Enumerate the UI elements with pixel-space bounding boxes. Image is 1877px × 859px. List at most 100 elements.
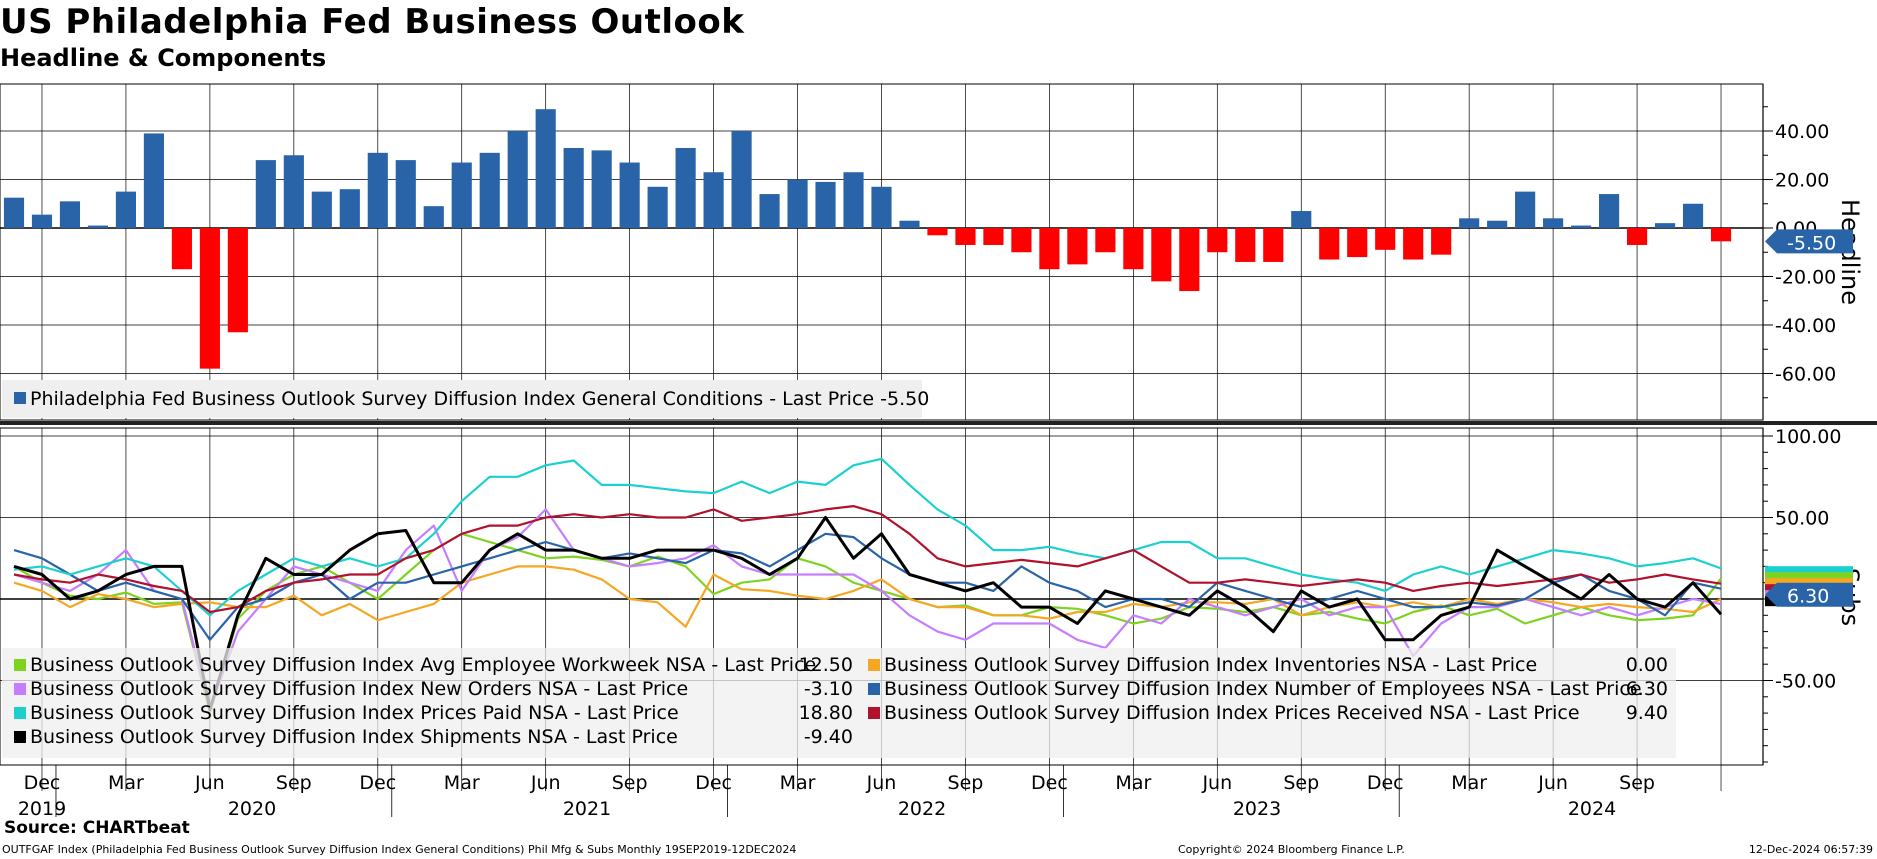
headline-bar (1682, 203, 1704, 228)
x-month-label: Sep (1283, 772, 1319, 794)
x-month-label: Jun (1537, 772, 1568, 794)
headline-bar (115, 191, 137, 228)
x-year-label: 2021 (563, 798, 611, 820)
headline-bar (479, 152, 500, 228)
headline-bar (675, 147, 696, 228)
headline-bar (1515, 191, 1536, 228)
headline-bar (507, 131, 528, 228)
subs-tick-label: 100.00 (1775, 426, 1841, 448)
headline-bar (535, 109, 556, 228)
subs-legend-swatch-1 (868, 659, 880, 671)
headline-bar (3, 197, 25, 228)
headline-bar (1654, 223, 1676, 228)
headline-bar (983, 228, 1004, 245)
subs-legend-value-3: 6.30 (1626, 678, 1668, 700)
subs-legend-box (2, 648, 1676, 758)
x-year-label: 2022 (898, 798, 946, 820)
headline-bar (1263, 228, 1284, 262)
chart-title: US Philadelphia Fed Business Outlook (0, 2, 745, 42)
subs-last-value-stack (1765, 566, 1853, 577)
headline-legend-box (2, 380, 922, 418)
x-month-label: Dec (1367, 772, 1404, 794)
subs-tick-label: 50.00 (1775, 508, 1829, 530)
x-month-label: Jun (866, 772, 897, 794)
subs-legend-label-5: Business Outlook Survey Diffusion Index … (884, 702, 1580, 724)
subs-legend-swatch-3 (868, 683, 880, 695)
headline-bar (955, 228, 976, 245)
headline-bar (1319, 228, 1340, 260)
subs-legend-swatch-5 (868, 707, 880, 719)
x-month-label: Mar (1115, 772, 1151, 794)
subs-legend-label-2: Business Outlook Survey Diffusion Index … (30, 678, 688, 700)
headline-bar (1291, 211, 1312, 228)
x-month-label: Dec (24, 772, 61, 794)
headline-bar (1487, 220, 1508, 228)
subs-legend-swatch-2 (14, 683, 26, 695)
headline-bar (59, 201, 81, 228)
x-month-label: Sep (612, 772, 648, 794)
subs-legend-label-6: Business Outlook Survey Diffusion Index … (30, 726, 678, 748)
subs-legend-value-1: 0.00 (1626, 654, 1668, 676)
x-month-label: Sep (1619, 772, 1655, 794)
subs-last-value-stack (1765, 572, 1853, 583)
x-year-label: 2023 (1233, 798, 1281, 820)
x-month-label: Mar (108, 772, 144, 794)
headline-bar (311, 191, 332, 228)
x-month-label: Jun (194, 772, 225, 794)
headline-bar (759, 194, 780, 228)
headline-bar (899, 220, 920, 228)
subs-legend-label-0: Business Outlook Survey Diffusion Index … (30, 654, 816, 676)
x-month-label: Jun (530, 772, 561, 794)
headline-legend-swatch (14, 392, 26, 404)
headline-bar (1123, 228, 1144, 270)
headline-bar (1599, 194, 1620, 228)
headline-tick-label: -40.00 (1775, 315, 1836, 337)
subs-last-value-tag-shape (1765, 582, 1853, 607)
x-month-label: Dec (359, 772, 396, 794)
subs-legend-label-1: Business Outlook Survey Diffusion Index … (884, 654, 1537, 676)
headline-bar (787, 179, 808, 228)
headline-bar (1710, 228, 1732, 242)
subs-legend-value-4: 18.80 (799, 702, 853, 724)
subs-last-value-tag: 6.30 (1787, 586, 1829, 608)
headline-last-value-tag: -5.50 (1787, 232, 1836, 254)
headline-bar (339, 189, 360, 228)
x-month-label: Jun (1201, 772, 1232, 794)
x-year-label: 2024 (1568, 798, 1616, 820)
subs-legend-label-4: Business Outlook Survey Diffusion Index … (30, 702, 679, 724)
headline-bar (171, 228, 192, 270)
series-line-6 (13, 516, 1723, 712)
headline-tick-label: -60.00 (1775, 364, 1836, 386)
x-month-label: Mar (444, 772, 480, 794)
headline-bar (1207, 228, 1228, 253)
headline-bar (703, 172, 724, 228)
x-month-label: Dec (695, 772, 732, 794)
headline-bar (143, 133, 164, 228)
chart-canvas: 40.00 20.00 0.00 -20.00 -40.00 -60.00 100.00 50… (0, 83, 1877, 820)
source-note: Source: CHARTbeat (4, 818, 190, 838)
headline-bar (1571, 225, 1592, 228)
headline-bar (619, 162, 640, 228)
subs-legend-value-5: 9.40 (1626, 702, 1668, 724)
x-year-label: 2020 (228, 798, 276, 820)
headline-tick-label: 20.00 (1775, 170, 1829, 192)
headline-bar (731, 131, 752, 228)
headline-bar (1067, 228, 1088, 265)
headline-bar (283, 155, 304, 228)
x-year-label: 2019 (18, 798, 66, 820)
x-month-label: Mar (780, 772, 816, 794)
headline-legend-label: Philadelphia Fed Business Outlook Survey… (30, 388, 929, 410)
headline-bar (1235, 228, 1256, 262)
headline-bar (227, 228, 248, 333)
headline-bar (1375, 228, 1396, 250)
headline-tick-label: 40.00 (1775, 121, 1829, 143)
footer-timestamp: 12-Dec-2024 06:57:39 (1748, 843, 1873, 856)
headline-bar (843, 172, 864, 228)
headline-bar (927, 228, 948, 236)
headline-bar (1459, 218, 1480, 228)
chart-subtitle: Headline & Components (0, 44, 327, 72)
x-month-label: Dec (1031, 772, 1068, 794)
subs-tick-label: -50.00 (1775, 671, 1836, 693)
footer-copyright: Copyright© 2024 Bloomberg Finance L.P. (1178, 843, 1405, 856)
x-month-label: Sep (948, 772, 984, 794)
